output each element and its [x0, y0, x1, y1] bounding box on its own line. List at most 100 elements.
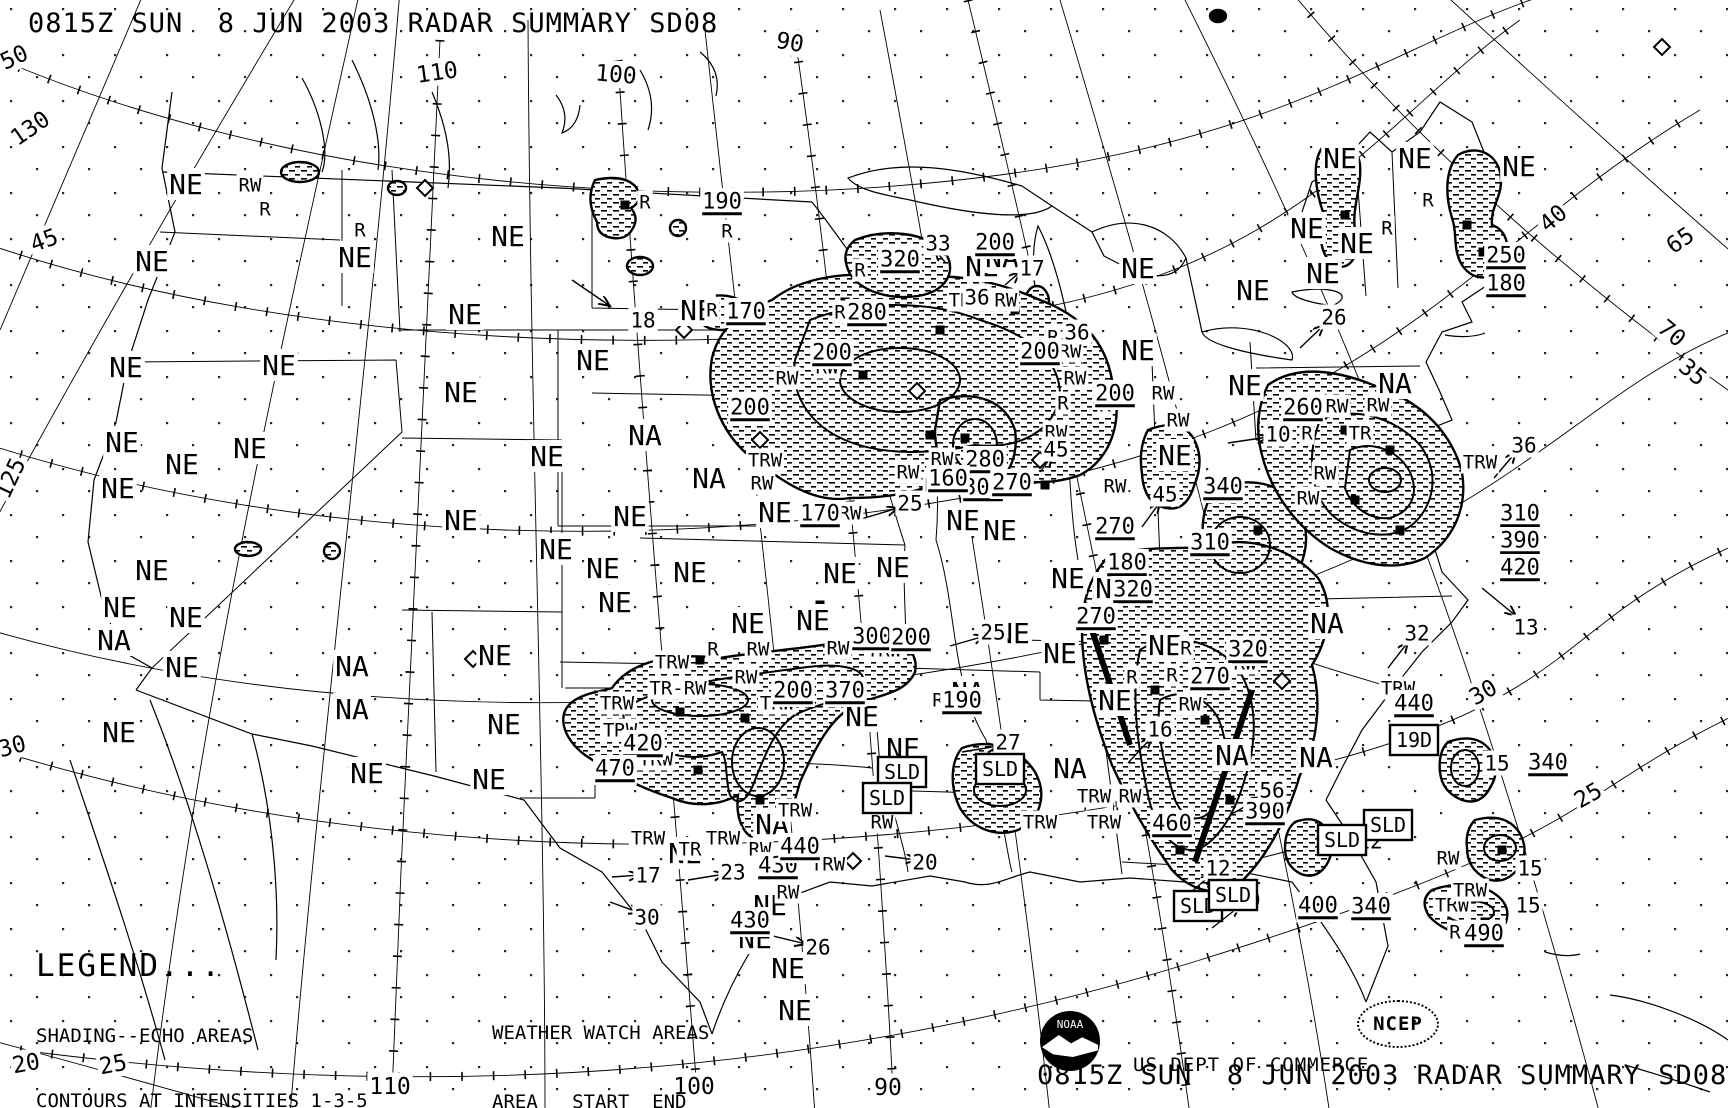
svg-text:R: R: [639, 192, 651, 214]
map-label-340: 340: [1526, 749, 1570, 779]
map-label-100: 100: [671, 1072, 717, 1100]
cell-marker: [620, 200, 630, 210]
cell-marker: [858, 370, 868, 380]
svg-text:TRW: TRW: [1087, 812, 1122, 834]
noaa-gull-icon: [1042, 1035, 1098, 1057]
svg-text:SLD: SLD: [869, 786, 905, 810]
svg-text:NE: NE: [1290, 212, 1324, 245]
map-label-45: 45: [1041, 436, 1071, 462]
map-label-ne: NE: [442, 376, 480, 409]
map-label-trw: TRW: [628, 826, 668, 850]
map-label-490: 490: [1462, 920, 1506, 950]
map-label-ne: NE: [1338, 227, 1376, 260]
svg-text:NE: NE: [576, 344, 610, 377]
svg-text:NE: NE: [135, 245, 169, 278]
map-label-ne: NE: [336, 241, 374, 274]
svg-text:RW: RW: [777, 882, 800, 904]
svg-text:RW: RW: [827, 638, 850, 660]
map-label-rw: RW: [868, 810, 896, 834]
svg-text:45: 45: [1043, 437, 1068, 461]
svg-text:NE: NE: [472, 763, 506, 796]
svg-text:310: 310: [1500, 502, 1540, 527]
svg-text:200: 200: [812, 341, 852, 366]
svg-text:26: 26: [1321, 305, 1346, 329]
map-label-ne: NE: [470, 763, 508, 796]
map-label-200: 200: [889, 624, 933, 654]
movement-arrow: [961, 746, 998, 752]
svg-text:NA: NA: [97, 624, 131, 657]
cell-marker: [1395, 525, 1405, 535]
svg-text:270: 270: [1076, 605, 1116, 630]
map-label-rw: RW: [836, 501, 864, 525]
map-label-260: 260: [1281, 394, 1325, 424]
cell-marker: [935, 325, 945, 335]
svg-text:56: 56: [1259, 778, 1284, 802]
svg-text:NE: NE: [1158, 439, 1192, 472]
chart-title-bottom: 0815Z SUN 8 JUN 2003 RADAR SUMMARY SD08: [1037, 1060, 1728, 1091]
map-label-r: R: [832, 300, 848, 324]
map-label-ne: NE: [485, 708, 523, 741]
map-label-90: 90: [772, 25, 808, 58]
map-label-ne: NE: [776, 994, 814, 1027]
svg-text:NA: NA: [1310, 607, 1344, 640]
svg-text:460: 460: [1152, 812, 1192, 837]
svg-text:TRW: TRW: [600, 693, 635, 715]
map-label-17: 17: [633, 862, 663, 888]
map-label-ne: NE: [944, 504, 982, 537]
map-label-trw: TRW: [1450, 878, 1490, 902]
map-label-ne: NE: [1146, 629, 1184, 662]
svg-text:RW: RW: [897, 462, 920, 484]
map-label-trw: TRW: [703, 826, 743, 850]
svg-text:19D: 19D: [1396, 728, 1432, 752]
map-label-23: 23: [718, 859, 748, 885]
map-label-ne: NE: [348, 757, 386, 790]
svg-text:36: 36: [1511, 433, 1536, 457]
svg-text:110: 110: [369, 1074, 411, 1100]
map-label-19d: 19D: [1388, 723, 1440, 757]
svg-text:NE: NE: [105, 426, 139, 459]
svg-text:100: 100: [594, 60, 638, 90]
map-label-20: 20: [8, 1046, 44, 1079]
map-label-200: 200: [1093, 380, 1137, 410]
cell-marker: [755, 795, 765, 805]
svg-text:15: 15: [1484, 751, 1509, 775]
svg-text:NE: NE: [1228, 369, 1262, 402]
svg-text:NE: NE: [1306, 257, 1340, 290]
svg-text:NE: NE: [823, 557, 857, 590]
svg-text:NE: NE: [731, 607, 765, 640]
map-label-ne: NE: [671, 556, 709, 589]
svg-text:420: 420: [623, 732, 663, 757]
svg-text:RW: RW: [839, 503, 862, 525]
map-label-25: 25: [978, 619, 1008, 645]
svg-text:NE: NE: [673, 556, 707, 589]
map-label-trw: TRW: [1074, 784, 1114, 808]
svg-text:NE: NE: [1043, 637, 1077, 670]
map-label-270: 270: [1188, 663, 1232, 693]
map-label-30: 30: [632, 904, 662, 930]
map-label-r: R: [637, 190, 653, 214]
cell-marker: [1340, 210, 1350, 220]
map-label-ne: NE: [163, 448, 201, 481]
svg-text:160: 160: [928, 467, 968, 492]
map-label-440: 440: [1392, 690, 1436, 720]
map-label-ne: NE: [1156, 439, 1194, 472]
svg-text:25: 25: [980, 620, 1005, 644]
svg-text:RW: RW: [1167, 410, 1190, 432]
svg-text:NE: NE: [262, 349, 296, 382]
map-label-110: 110: [367, 1072, 413, 1100]
map-label-trw: TRW: [745, 448, 785, 472]
map-label-sld: SLD: [861, 781, 913, 815]
svg-text:390: 390: [1500, 529, 1540, 554]
map-label-r: R: [704, 298, 720, 322]
svg-text:18: 18: [630, 308, 655, 332]
svg-text:NE: NE: [946, 504, 980, 537]
map-label-rw: RW: [1176, 692, 1204, 716]
map-label-r: R: [352, 218, 368, 242]
svg-text:NE: NE: [758, 496, 792, 529]
map-label-15: 15: [1482, 750, 1512, 776]
map-label-r: R: [1124, 665, 1140, 689]
map-label-ne: NE: [100, 716, 138, 749]
map-label-rw: RW: [1364, 393, 1392, 417]
diamond-echo-marker: [907, 381, 927, 401]
